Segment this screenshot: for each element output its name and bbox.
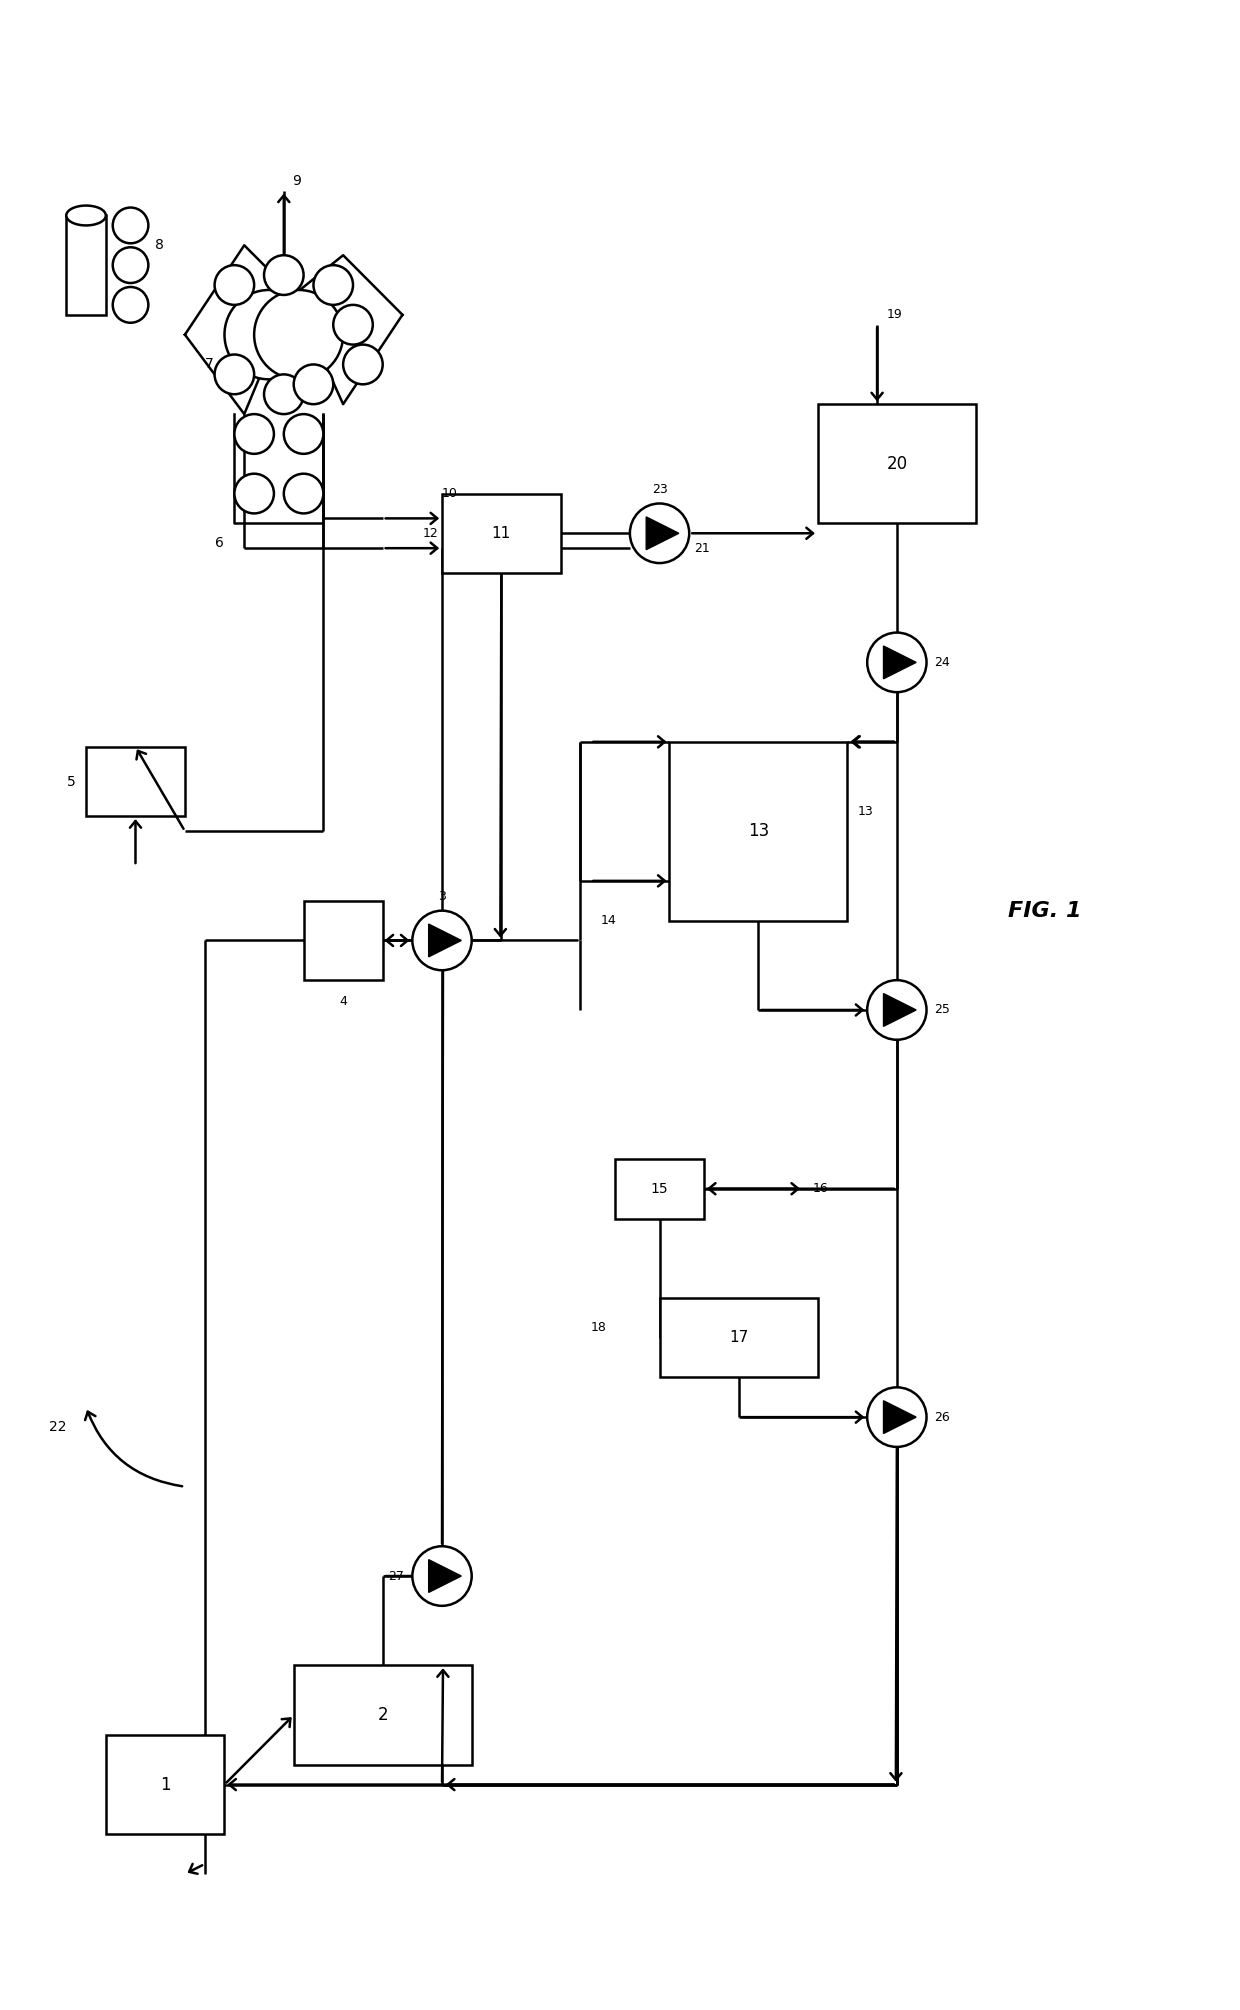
Text: 25: 25: [935, 1003, 950, 1017]
Bar: [441, 494, 560, 573]
Text: 2: 2: [377, 1706, 388, 1725]
Circle shape: [215, 265, 254, 306]
Circle shape: [867, 981, 926, 1039]
Text: 17: 17: [729, 1331, 748, 1345]
Text: 21: 21: [694, 541, 711, 555]
Bar: [670, 742, 847, 921]
Bar: [66, 215, 105, 316]
Circle shape: [314, 265, 353, 306]
Circle shape: [284, 414, 324, 454]
Circle shape: [113, 207, 149, 243]
Circle shape: [113, 287, 149, 324]
Text: 26: 26: [935, 1411, 950, 1423]
Polygon shape: [884, 1401, 916, 1433]
Circle shape: [284, 474, 324, 513]
Circle shape: [215, 354, 254, 394]
Text: 15: 15: [651, 1182, 668, 1196]
Text: 9: 9: [291, 173, 300, 187]
Text: 13: 13: [857, 804, 873, 818]
Circle shape: [234, 414, 274, 454]
Text: 4: 4: [340, 995, 347, 1009]
Circle shape: [343, 344, 383, 384]
Text: 6: 6: [215, 537, 223, 551]
Bar: [817, 404, 976, 523]
Text: 13: 13: [748, 822, 769, 840]
Text: 10: 10: [441, 486, 458, 500]
Circle shape: [630, 502, 689, 563]
Text: 12: 12: [423, 527, 438, 541]
Bar: [304, 900, 383, 981]
Circle shape: [867, 633, 926, 691]
Text: 27: 27: [388, 1570, 404, 1582]
Polygon shape: [429, 1560, 461, 1592]
Circle shape: [234, 474, 274, 513]
Text: 24: 24: [935, 655, 950, 669]
Circle shape: [113, 247, 149, 283]
Circle shape: [867, 1387, 926, 1447]
Text: 3: 3: [438, 890, 446, 902]
Bar: [615, 1160, 704, 1218]
Text: 23: 23: [652, 482, 667, 496]
Text: 16: 16: [812, 1182, 828, 1196]
Text: 11: 11: [492, 527, 511, 541]
Text: 20: 20: [887, 454, 908, 472]
Circle shape: [254, 289, 343, 380]
Polygon shape: [429, 925, 461, 957]
Polygon shape: [884, 645, 916, 679]
Polygon shape: [884, 993, 916, 1027]
Text: 8: 8: [155, 239, 164, 253]
Polygon shape: [646, 517, 678, 549]
Bar: [294, 1666, 471, 1765]
Text: 14: 14: [600, 915, 616, 927]
Circle shape: [334, 306, 373, 344]
Text: 1: 1: [160, 1775, 170, 1793]
Circle shape: [224, 289, 314, 380]
Circle shape: [264, 255, 304, 295]
Ellipse shape: [66, 205, 105, 225]
Circle shape: [264, 374, 304, 414]
Bar: [86, 748, 185, 816]
Text: 19: 19: [887, 308, 903, 322]
Text: 7: 7: [205, 358, 213, 372]
Circle shape: [413, 1546, 471, 1606]
Text: 22: 22: [48, 1419, 66, 1433]
Bar: [660, 1298, 817, 1377]
Circle shape: [294, 364, 334, 404]
Text: 18: 18: [590, 1321, 606, 1335]
Circle shape: [413, 911, 471, 971]
Text: 5: 5: [67, 774, 76, 788]
Text: FIG. 1: FIG. 1: [1008, 900, 1083, 921]
Bar: [105, 1735, 224, 1835]
